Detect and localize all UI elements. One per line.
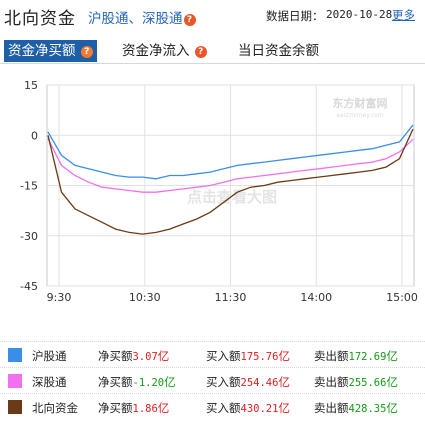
header: 北向资金 沪股通、深股通? 数据日期： 2020-10-28 更多	[0, 0, 425, 30]
y-tick-label: -30	[20, 230, 38, 243]
series-line-2	[47, 128, 414, 235]
y-tick-label: -45	[20, 280, 38, 293]
x-tick-label: 10:30	[129, 291, 161, 304]
page-title: 北向资金	[4, 9, 76, 29]
net-buy-value: 1.86	[132, 403, 158, 415]
legend-row-sh: 沪股通 净买额3.07亿 买入额175.76亿 卖出额172.69亿	[0, 341, 425, 367]
legend-row-sz: 深股通 净买额-1.20亿 买入额254.46亿 卖出额255.66亿	[0, 367, 425, 393]
sell-amount: 卖出额428.35亿	[314, 401, 398, 415]
legend-name: 沪股通	[32, 349, 67, 363]
legend-row-north: 北向资金 净买额1.86亿 买入额430.21亿 卖出额428.35亿	[0, 393, 425, 419]
more-link[interactable]: 更多	[392, 8, 415, 22]
buy-amount: 买入额430.21亿	[206, 401, 290, 415]
watermark-url: eastmoney.com	[336, 112, 383, 119]
sell-amount: 卖出额172.69亿	[314, 349, 398, 363]
subtitle-link[interactable]: 沪股通、深股通?	[88, 7, 196, 27]
sell-amount-value: 428.35	[348, 403, 387, 415]
buy-amount: 买入额254.46亿	[206, 375, 290, 389]
help-icon[interactable]: ?	[194, 46, 207, 58]
subtitle-text: 沪股通、深股通	[88, 11, 183, 27]
sell-amount-value: 172.69	[348, 351, 387, 363]
tab-daily-balance[interactable]: 当日资金余额	[234, 40, 323, 62]
y-tick-label: -15	[20, 180, 38, 193]
buy-amount-value: 175.76	[240, 351, 279, 363]
north-color-swatch	[8, 400, 22, 414]
help-icon[interactable]: ?	[80, 46, 93, 58]
sh-color-swatch	[8, 348, 22, 362]
northbound-flow-chart[interactable]: 15 0 -15 -30 -45 9:30 10:30 11:30 14:00 15:00 东方财富…	[0, 70, 425, 322]
watermark-center: 点击查看大图	[187, 188, 277, 206]
x-tick-label: 14:00	[300, 291, 332, 304]
tab-net-buy[interactable]: 资金净买额 ?	[4, 40, 97, 62]
tab-net-inflow[interactable]: 资金净流入 ?	[118, 40, 211, 62]
help-icon[interactable]: ?	[183, 14, 196, 26]
tab-daily-balance-label: 当日资金余额	[238, 43, 319, 59]
tab-bar: 资金净买额 ? 资金净流入 ? 当日资金余额	[0, 38, 425, 64]
net-buy: 净买额-1.20亿	[98, 375, 176, 389]
net-buy-value: -1.20	[132, 377, 165, 389]
legend-name: 深股通	[32, 375, 67, 389]
buy-amount: 买入额175.76亿	[206, 349, 290, 363]
y-tick-label: 0	[31, 129, 38, 142]
watermark-logo: 东方财富网	[333, 96, 388, 110]
date-label: 数据日期：	[266, 9, 324, 23]
sell-amount: 卖出额255.66亿	[314, 375, 398, 389]
y-tick-label: 15	[24, 79, 38, 92]
legend-name: 北向资金	[32, 401, 78, 415]
net-buy: 净买额3.07亿	[98, 349, 170, 363]
date-value: 2020-10-28	[326, 8, 393, 21]
net-buy: 净买额1.86亿	[98, 401, 170, 415]
series-line-1	[47, 138, 414, 193]
tab-net-buy-label: 资金净买额	[8, 43, 76, 59]
x-tick-label: 15:00	[386, 291, 418, 304]
x-tick-label: 9:30	[47, 291, 72, 304]
sell-amount-value: 255.66	[348, 377, 387, 389]
buy-amount-value: 430.21	[240, 403, 279, 415]
buy-amount-value: 254.46	[240, 377, 279, 389]
net-buy-value: 3.07	[132, 351, 158, 363]
tab-net-inflow-label: 资金净流入	[122, 43, 190, 59]
series-line-0	[47, 124, 414, 180]
x-tick-label: 11:30	[215, 291, 247, 304]
sz-color-swatch	[8, 374, 22, 388]
